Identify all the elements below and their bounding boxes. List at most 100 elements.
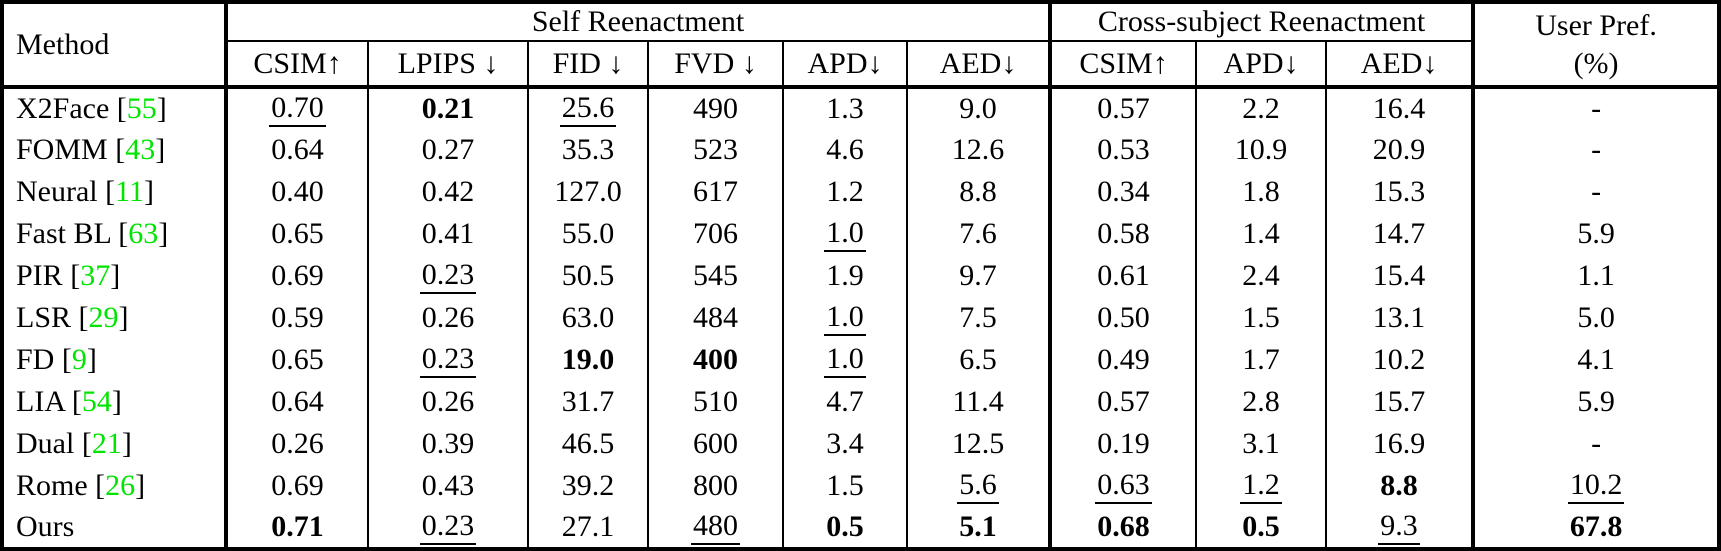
col-header-fvd: FVD ↓: [647, 41, 783, 89]
value: 1.9: [826, 259, 864, 292]
value: 0.68: [1097, 510, 1150, 543]
value-cell: 39.2: [527, 465, 648, 507]
value-cell: 20.9: [1325, 129, 1474, 171]
value: 10.9: [1234, 133, 1288, 166]
value: 0.5: [826, 510, 864, 543]
table-row: LIA [54] 0.64 0.26 31.7 510 4.7 11.4 0.57 2.8 15…: [2, 381, 1720, 423]
col-header-csim-cross: CSIM↑: [1048, 41, 1197, 89]
method-name: Neural: [16, 175, 98, 208]
value: 0.58: [1097, 217, 1150, 250]
value-cell: 9.0: [905, 87, 1051, 129]
value-cell: 800: [647, 465, 783, 507]
value-cell: 0.23: [367, 255, 528, 297]
value: 2.4: [1242, 259, 1280, 292]
value-cell: 5.0: [1471, 297, 1720, 339]
value-cell: 0.59: [224, 297, 368, 339]
method-cell: FOMM [43]: [2, 129, 226, 171]
table-row: Fast BL [63] 0.65 0.41 55.0 706 1.0 7.6 0.58 1.…: [2, 213, 1720, 255]
method-cite: [37]: [62, 259, 121, 292]
value: 523: [693, 133, 738, 166]
method-name: FOMM: [16, 133, 108, 166]
value-cell: 1.5: [1195, 297, 1327, 339]
value-cell: 5.9: [1471, 381, 1720, 423]
value: 1.8: [1242, 175, 1280, 208]
col-header-apd-self: APD↓: [782, 41, 907, 89]
value-cell: 27.1: [527, 507, 648, 549]
value-cell: 31.7: [527, 381, 648, 423]
method-name: Fast BL: [16, 217, 111, 250]
citation-link[interactable]: 26: [105, 469, 136, 502]
citation-link[interactable]: 29: [88, 301, 119, 334]
value: 1.5: [1242, 301, 1280, 334]
value: 1.3: [826, 92, 864, 125]
col-header-csim-self: CSIM↑: [224, 41, 368, 89]
method-cell: PIR [37]: [2, 255, 226, 297]
method-name: FD: [16, 343, 55, 376]
citation-link[interactable]: 43: [125, 133, 156, 166]
value-cell: 0.34: [1048, 171, 1197, 213]
value-cell: 25.6: [527, 87, 648, 129]
value: 0.41: [421, 217, 475, 250]
method-cite: [55]: [109, 92, 167, 125]
value-cell: 7.6: [905, 213, 1051, 255]
table-row: FD [9] 0.65 0.23 19.0 400 1.0 6.5 0.49 1.7 10.2 4…: [2, 339, 1720, 381]
value: 0.26: [421, 385, 475, 418]
value-cell: 7.5: [905, 297, 1051, 339]
citation-link[interactable]: 54: [81, 385, 112, 418]
value: 0.5: [1242, 510, 1280, 543]
citation-link[interactable]: 55: [126, 92, 157, 125]
table-row: PIR [37] 0.69 0.23 50.5 545 1.9 9.7 0.61 2.4 15.…: [2, 255, 1720, 297]
value-cell: 0.26: [367, 381, 528, 423]
citation-link[interactable]: 9: [71, 343, 87, 376]
value: 20.9: [1372, 133, 1426, 166]
value-cell: 1.9: [782, 255, 907, 297]
value: 0.61: [1097, 259, 1150, 292]
value-cell: 0.70: [224, 87, 368, 129]
value-cell: 1.2: [1195, 465, 1327, 507]
value-cell: 0.65: [224, 339, 368, 381]
value: 480: [691, 510, 740, 546]
value-cell: 12.6: [905, 129, 1051, 171]
value-cell: 35.3: [527, 129, 648, 171]
value-cell: 1.3: [782, 87, 907, 129]
value: 545: [693, 259, 738, 292]
user-pref-unit: (%): [1573, 46, 1619, 80]
method-name: Rome: [16, 469, 88, 502]
value: 50.5: [561, 259, 615, 292]
value: 484: [693, 301, 738, 334]
value-cell: 13.1: [1325, 297, 1474, 339]
method-name: LIA: [16, 385, 65, 418]
method-name: PIR: [16, 259, 63, 292]
value-cell: 1.8: [1195, 171, 1327, 213]
value: 0.64: [271, 133, 324, 166]
citation-link[interactable]: 21: [91, 427, 122, 460]
value: 14.7: [1372, 217, 1426, 250]
value-cell: 19.0: [527, 339, 648, 381]
citation-link[interactable]: 11: [115, 175, 145, 208]
value: 127.0: [554, 175, 622, 208]
value-cell: 0.23: [367, 339, 528, 381]
citation-link[interactable]: 63: [128, 217, 159, 250]
value: 16.9: [1372, 427, 1426, 460]
value-cell: 1.5: [782, 465, 907, 507]
value-cell: 50.5: [527, 255, 648, 297]
value-cell: 0.53: [1048, 129, 1197, 171]
value-cell: 11.4: [905, 381, 1051, 423]
citation-link[interactable]: 37: [80, 259, 111, 292]
table-row: Dual [21] 0.26 0.39 46.5 600 3.4 12.5 0.19 3.1 1…: [2, 423, 1720, 465]
value: 0.57: [1097, 92, 1150, 125]
header-group-row: Method Self Reenactment Cross-subject Re…: [2, 2, 1720, 89]
value-cell: 4.6: [782, 129, 907, 171]
user-pref-label: User Pref.: [1535, 9, 1657, 42]
value-cell: 0.58: [1048, 213, 1197, 255]
value: 0.34: [1097, 175, 1150, 208]
value: 1.0: [824, 343, 866, 379]
value-cell: 0.49: [1048, 339, 1197, 381]
value: 0.42: [421, 175, 475, 208]
col-header-method: Method: [2, 2, 226, 89]
value-cell: 10.2: [1325, 339, 1474, 381]
value-cell: 480: [647, 507, 783, 549]
header-sub-row: CSIM↑ LPIPS ↓ FID ↓ FVD ↓ APD↓ AED↓ CSIM…: [2, 41, 1719, 89]
value-cell: 400: [647, 339, 783, 381]
value-cell: 8.8: [905, 171, 1051, 213]
